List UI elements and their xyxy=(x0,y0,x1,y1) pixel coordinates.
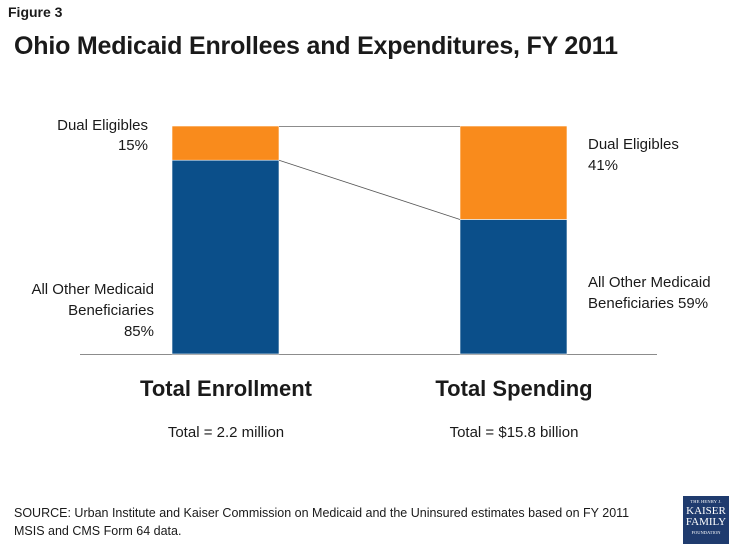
spend-dual-pct: 41% xyxy=(588,157,619,174)
enroll-other-label: All Other Medicaid Beneficiaries 85% xyxy=(0,279,154,342)
bar-other-enrollment xyxy=(171,159,280,355)
spend-other-line1: All Other Medicaid xyxy=(588,274,711,291)
category-label-enrollment: Total Enrollment xyxy=(140,376,312,401)
bar-dual-spending xyxy=(459,125,568,220)
logo-line4: FOUNDATION xyxy=(691,530,721,535)
spend-other-line2: Beneficiaries 59% xyxy=(588,295,709,312)
figure-label: Figure 3 xyxy=(8,4,63,20)
category-label-spending: Total Spending xyxy=(435,376,593,401)
enroll-other-line1: All Other Medicaid xyxy=(31,281,154,298)
enroll-dual-name: Dual Eligibles xyxy=(57,117,148,134)
bar-dual-enrollment xyxy=(171,125,280,161)
logo-line3: FAMILY xyxy=(685,516,727,528)
total-spending: Total = $15.8 billion xyxy=(449,424,579,441)
segment-connector-line xyxy=(278,159,461,220)
kaiser-logo: THE HENRY J. KAISER FAMILY FOUNDATION xyxy=(683,496,729,544)
total-enrollment: Total = 2.2 million xyxy=(167,424,285,441)
logo-line1: THE HENRY J. xyxy=(690,499,722,504)
spend-other-label: All Other Medicaid Beneficiaries 59% xyxy=(588,272,733,314)
enroll-other-line2: Beneficiaries xyxy=(68,302,154,319)
spend-dual-label: Dual Eligibles 41% xyxy=(588,134,728,176)
enroll-dual-pct: 15% xyxy=(117,137,148,154)
chart-title: Ohio Medicaid Enrollees and Expenditures… xyxy=(14,32,618,60)
source-note: SOURCE: Urban Institute and Kaiser Commi… xyxy=(14,506,630,538)
spend-dual-name: Dual Eligibles xyxy=(588,136,679,153)
logo-line2: KAISER xyxy=(686,505,726,517)
bar-other-spending xyxy=(459,219,568,355)
enroll-other-pct: 85% xyxy=(123,323,154,340)
enroll-dual-label: Dual Eligibles 15% xyxy=(20,116,148,156)
